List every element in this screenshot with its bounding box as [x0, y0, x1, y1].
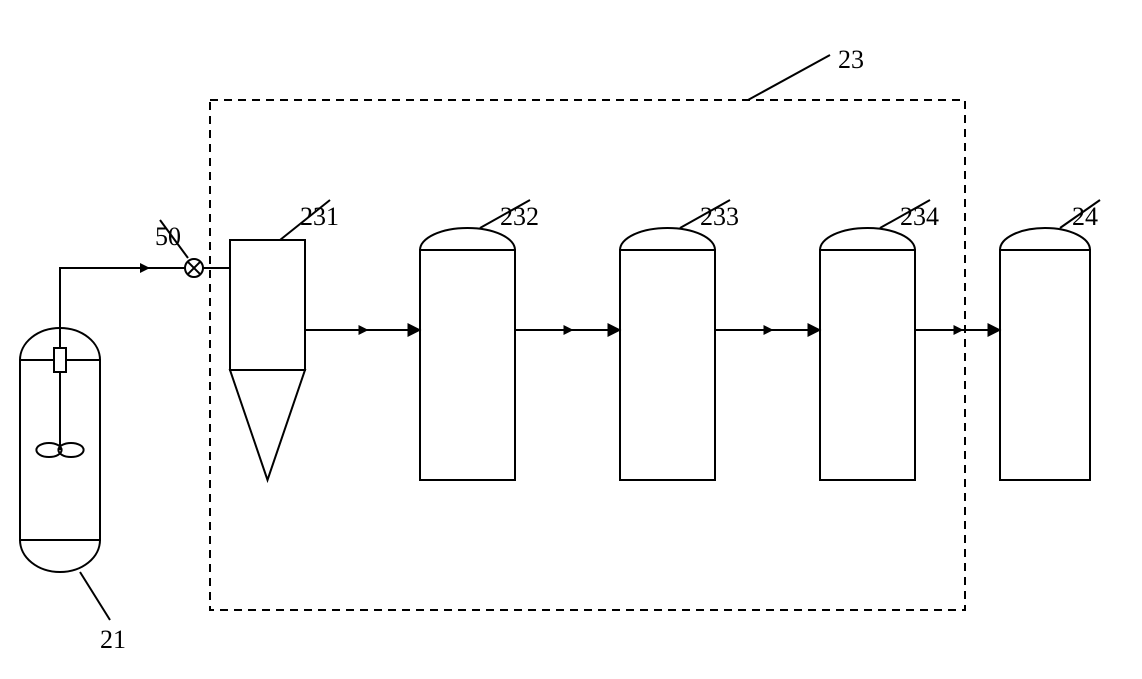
- tank3-label: 234: [900, 202, 939, 231]
- flow-arrow-inlet: [140, 263, 150, 273]
- tank-3-body: [820, 250, 915, 480]
- cyclone-label: 231: [300, 202, 339, 231]
- stirrer-motor: [54, 348, 66, 372]
- group-label: 23: [838, 45, 864, 74]
- tank-2-dome: [620, 228, 715, 250]
- tank2-label: 233: [700, 202, 739, 231]
- group-box: [210, 100, 965, 610]
- flow-arrow-mid-2: [564, 325, 574, 335]
- tank-3-dome: [820, 228, 915, 250]
- tank1-label: 232: [500, 202, 539, 231]
- reactor-dome-bottom: [20, 540, 100, 572]
- cyclone-cone: [230, 370, 305, 480]
- reactor-leader: [80, 572, 110, 620]
- flow-arrow-mid-3: [764, 325, 774, 335]
- reactor-label: 21: [100, 625, 126, 654]
- cyclone-body: [230, 240, 305, 370]
- pipe-reactor-to-cyclone: [60, 268, 230, 322]
- group-leader: [748, 55, 830, 100]
- tank-2-body: [620, 250, 715, 480]
- flow-arrow-mid-1: [359, 325, 369, 335]
- valve-label: 50: [155, 222, 181, 251]
- output-tank-dome: [1000, 228, 1090, 250]
- output-tank-body: [1000, 250, 1090, 480]
- output-label: 24: [1072, 202, 1098, 231]
- flow-arrow-mid-4: [954, 325, 964, 335]
- tank-1-body: [420, 250, 515, 480]
- tank-1-dome: [420, 228, 515, 250]
